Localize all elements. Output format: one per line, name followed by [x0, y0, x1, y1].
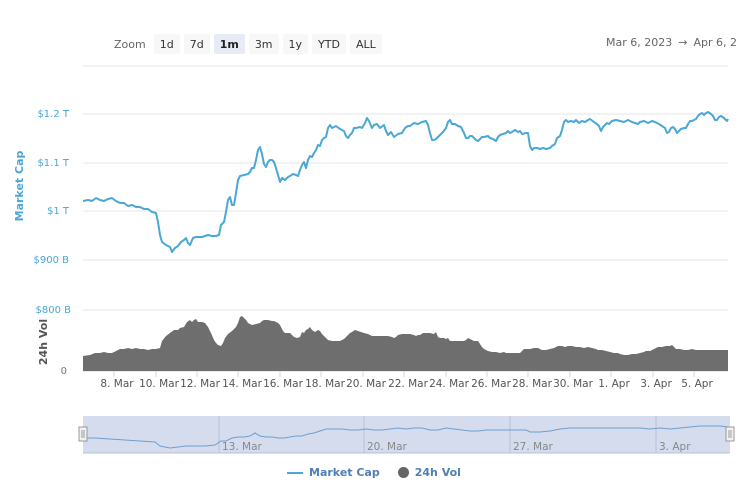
legend-item-volume[interactable]: 24h Vol [397, 466, 461, 479]
x-axis-labels: 8. Mar 10. Mar 12. Mar 14. Mar 16. Mar 1… [100, 378, 713, 390]
x-tick-label: 14. Mar [222, 378, 263, 390]
legend-label: 24h Vol [414, 466, 461, 479]
x-tick-label: 12. Mar [180, 378, 221, 390]
navigator-tick-label: 13. Mar [222, 441, 263, 453]
x-tick-label: 5. Apr [681, 378, 713, 390]
navigator-series-line [83, 425, 729, 449]
x-tick-label: 10. Mar [139, 378, 180, 390]
volume-axis-title: 24h Vol [37, 319, 50, 365]
range-arrow-icon: → [678, 36, 688, 49]
navigator-tick-label: 20. Mar [367, 441, 408, 453]
x-tick-label: 26. Mar [471, 378, 512, 390]
navigator-selection[interactable] [83, 416, 730, 453]
y-tick-label: $800 B [36, 305, 72, 316]
main-gridlines [83, 113, 728, 311]
zoom-1d-button[interactable]: 1d [153, 34, 180, 54]
range-selector: Zoom 1d 7d 1m 3m 1y YTD ALL [114, 33, 382, 55]
x-tick-label: 22. Mar [388, 378, 429, 390]
navigator-left-handle[interactable] [78, 426, 88, 442]
y-tick-label: $1.1 T [37, 158, 69, 169]
y-tick-label: $900 B [34, 255, 70, 266]
legend: Market Cap 24h Vol [287, 466, 461, 479]
circle-swatch-icon [397, 467, 409, 478]
date-to-input[interactable]: Apr 6, 2 [693, 36, 737, 49]
navigator-tick-label: 3. Apr [659, 441, 691, 453]
volume-y-axis: $800 B 0 24h Vol [36, 305, 72, 377]
navigator[interactable]: 13. Mar 20. Mar 27. Mar 3. Apr [78, 416, 735, 454]
legend-item-market-cap[interactable]: Market Cap [287, 466, 380, 479]
line-swatch-icon [287, 471, 303, 474]
market-cap-y-axis: $1.2 T $1.1 T $1 T $900 B Market Cap [13, 109, 70, 266]
x-tick-label: 1. Apr [598, 378, 630, 390]
date-range: Mar 6, 2023 → Apr 6, 2 [606, 36, 737, 49]
zoom-all-button[interactable]: ALL [349, 34, 382, 54]
zoom-label: Zoom [114, 37, 146, 51]
market-cap-line [82, 111, 729, 253]
zoom-3m-button[interactable]: 3m [248, 34, 279, 54]
navigator-tick-label: 27. Mar [513, 441, 554, 453]
navigator-right-handle[interactable] [725, 426, 735, 442]
x-tick-label: 3. Apr [640, 378, 672, 390]
y-tick-label: 0 [61, 366, 67, 377]
x-tick-label: 24. Mar [429, 378, 470, 390]
x-tick-label: 30. Mar [553, 378, 594, 390]
x-tick-label: 18. Mar [305, 378, 346, 390]
x-tick-label: 20. Mar [346, 378, 387, 390]
y-tick-label: $1 T [47, 206, 70, 217]
zoom-ytd-button[interactable]: YTD [312, 34, 346, 54]
zoom-7d-button[interactable]: 7d [183, 34, 210, 54]
market-cap-axis-title: Market Cap [13, 151, 26, 222]
zoom-1m-button[interactable]: 1m [213, 34, 245, 54]
zoom-1y-button[interactable]: 1y [282, 34, 309, 54]
volume-area [83, 316, 728, 371]
x-tick-label: 28. Mar [512, 378, 553, 390]
legend-label: Market Cap [309, 466, 380, 479]
x-tick-label: 16. Mar [263, 378, 304, 390]
navigator-grid [218, 416, 657, 453]
date-from-input[interactable]: Mar 6, 2023 [606, 36, 673, 49]
y-tick-label: $1.2 T [37, 109, 69, 120]
x-axis [113, 371, 695, 377]
x-tick-label: 8. Mar [100, 378, 134, 390]
